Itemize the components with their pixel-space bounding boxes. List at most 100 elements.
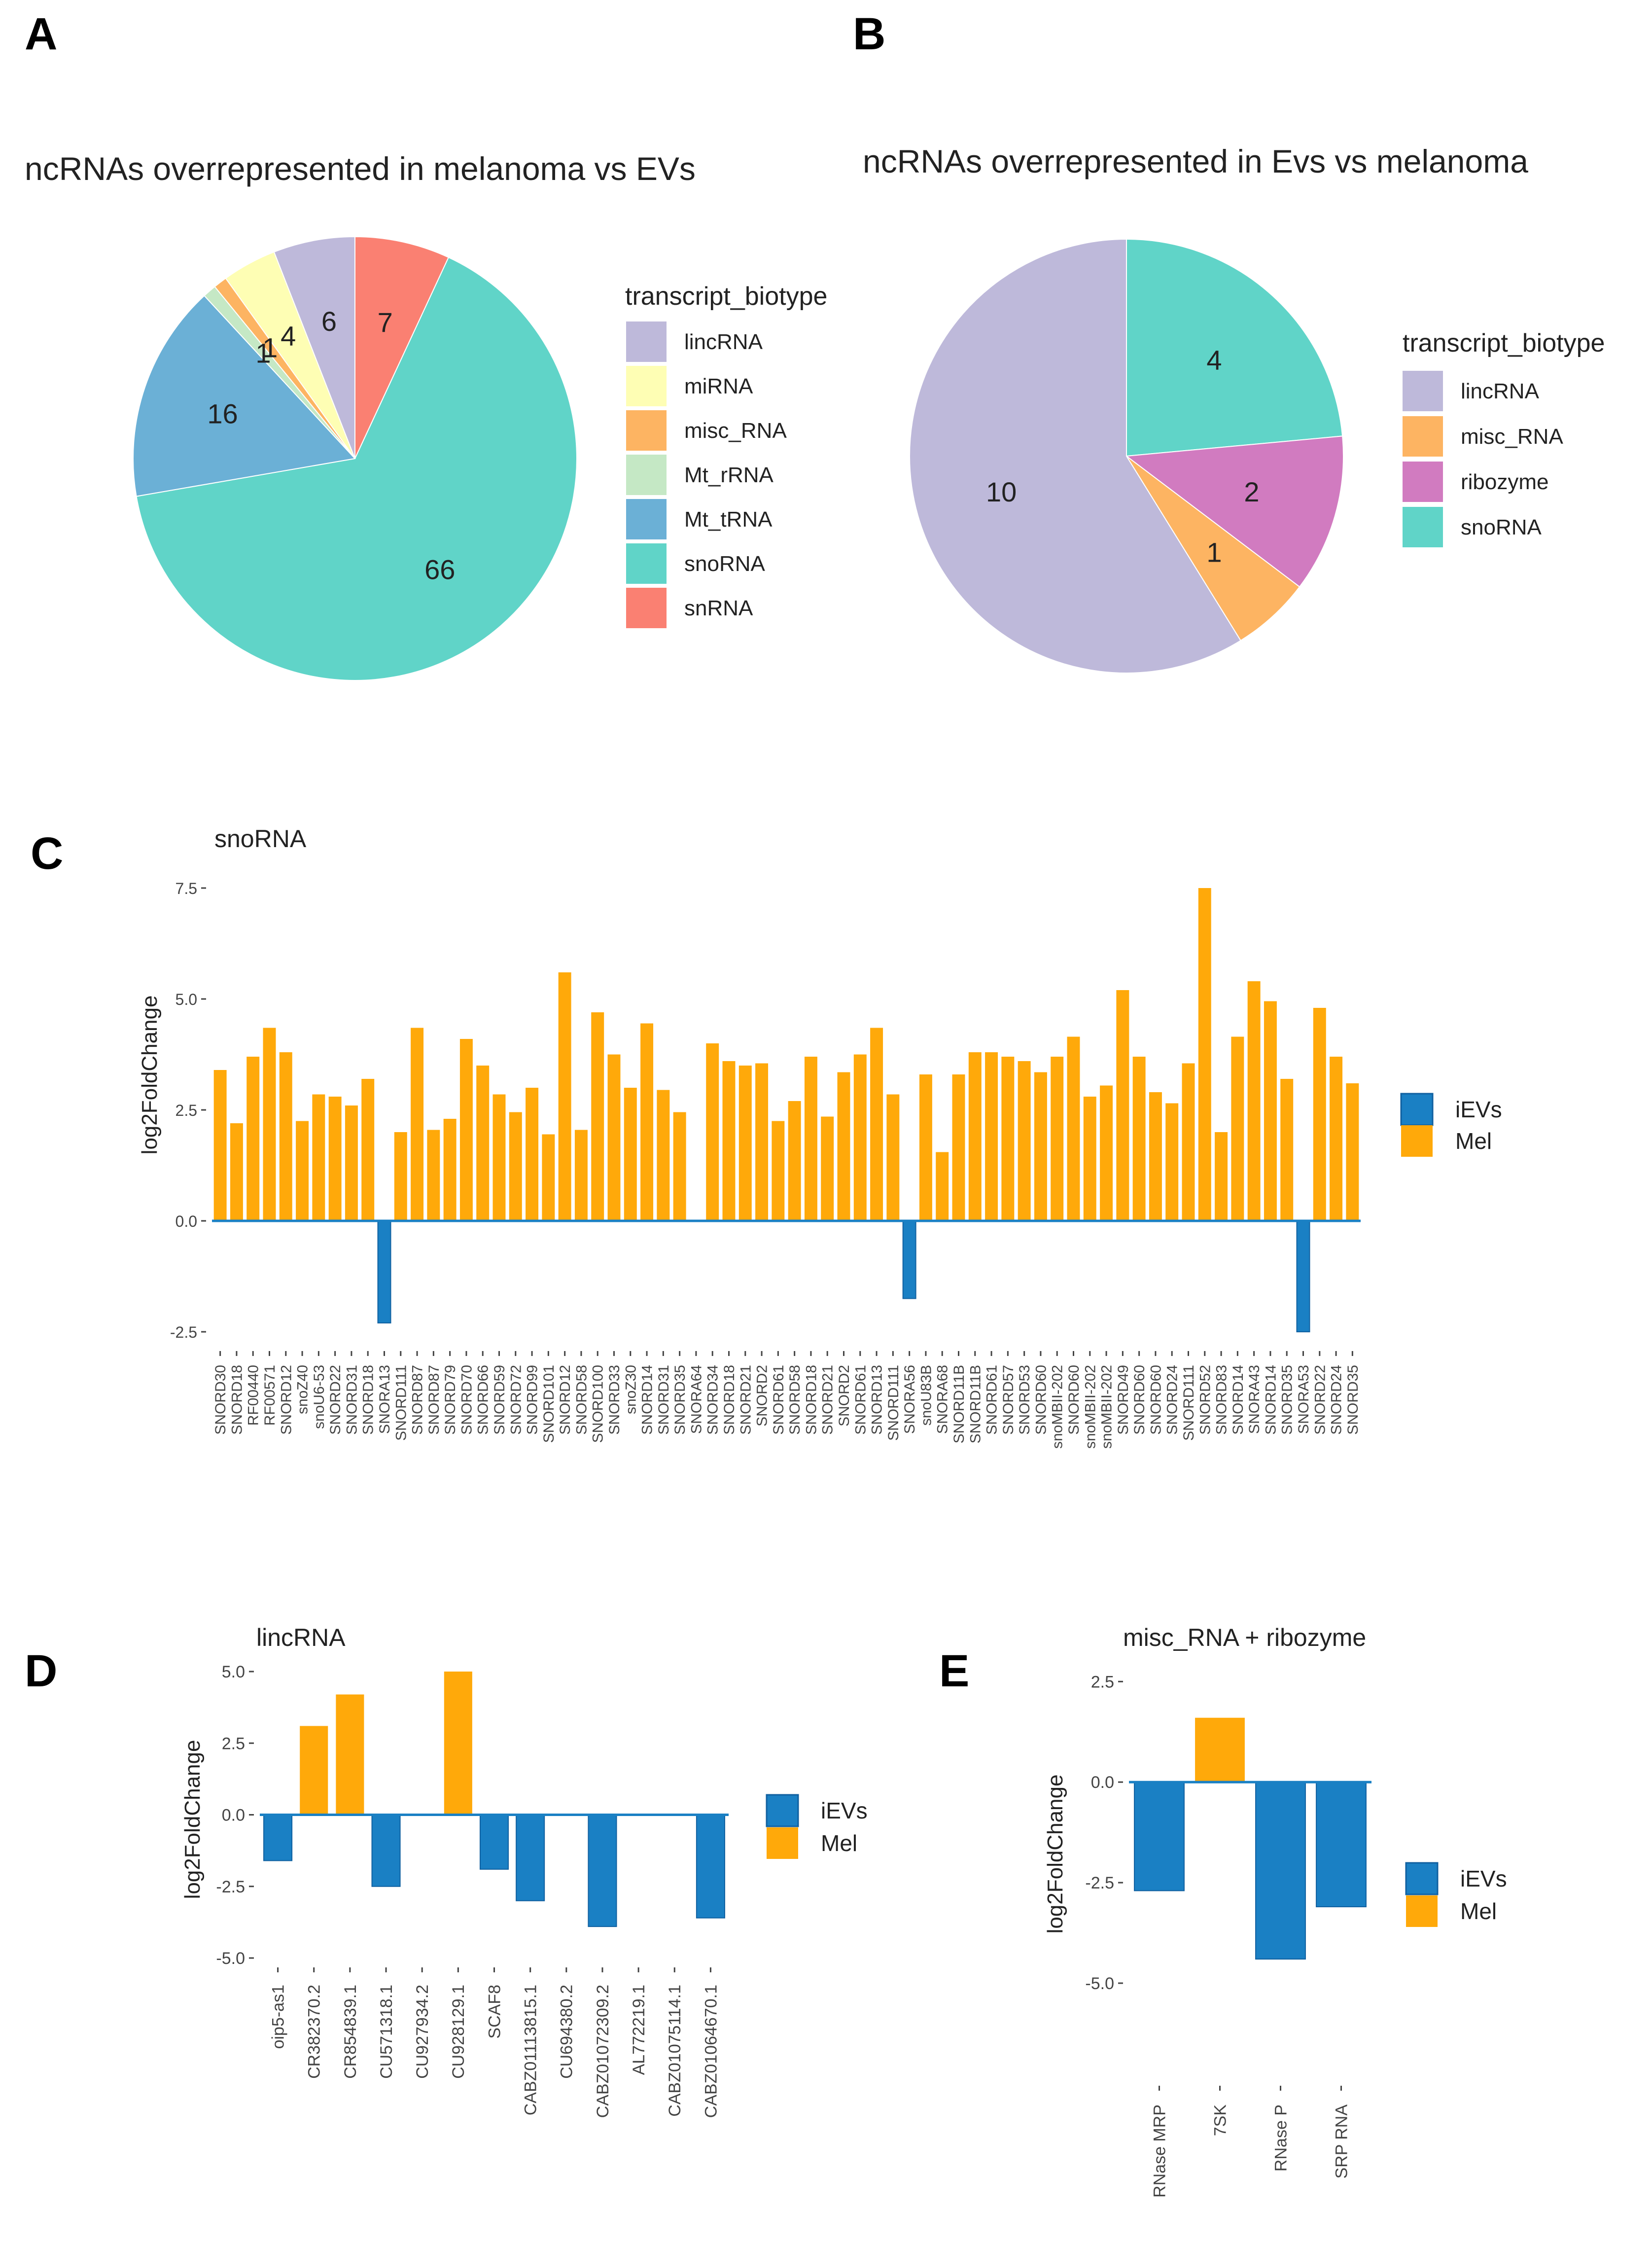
x-tick-label-snord30: SNORD30 [212,1365,229,1435]
bar-snord87 [427,1130,440,1221]
bar-snord22 [328,1097,342,1221]
x-tick-label-snord33: SNORD33 [606,1365,623,1435]
panel-b-pie: ncRNAs overrepresented in Evs vs melanom… [863,143,1605,674]
bar-snord12 [558,972,571,1221]
y-tick-label: 0.0 [222,1806,245,1825]
pie-slice-mt-trna [133,295,356,497]
pie-slice-label-mt-trna: 16 [207,398,238,429]
x-tick-label-snord34: SNORD34 [705,1365,721,1435]
legend-label-mt-rrna: Mt_rRNA [684,463,774,487]
x-tick-label-snord11b: SNORD11B [951,1365,967,1444]
y-tick-label: 0.0 [1091,1773,1114,1792]
x-tick-label-rnase-mrp: RNase MRP [1150,2104,1169,2198]
bar-snord30 [213,1070,227,1221]
panel-a-pie: ncRNAs overrepresented in melanoma vs EV… [25,150,827,681]
x-tick-label-snou6-53: snoU6-53 [311,1365,327,1429]
x-tick-label-cabz01075114-1: CABZ01075114.1 [666,1985,684,2117]
pie-b-title: ncRNAs overrepresented in Evs vs melanom… [863,143,1528,179]
bar-snord22 [1313,1008,1326,1221]
bar-cabz01113815-1 [516,1814,545,1901]
panel-label-b: B [853,9,885,59]
x-tick-label-snord14: SNORD14 [1230,1365,1246,1435]
x-tick-label-snord11b: SNORD11B [967,1365,984,1444]
x-tick-label-snord21: SNORD21 [738,1365,754,1435]
x-tick-label-snord57: SNORD57 [1000,1365,1017,1435]
x-tick-label-snord35: SNORD35 [1345,1365,1361,1435]
bar-rnase-mrp [1134,1782,1185,1891]
bar-snord24 [1330,1057,1343,1221]
bar-snord2 [755,1063,769,1221]
x-tick-label-snord83: SNORD83 [1214,1365,1230,1435]
pie-slice-label-lincrna: 10 [986,476,1017,507]
x-tick-label-snord61: SNORD61 [984,1365,1000,1435]
bar-snord87 [411,1028,424,1221]
bar-rnase-p [1255,1782,1306,1960]
bar-snord11b [952,1074,965,1221]
bar-snoz30 [624,1088,637,1221]
bar-snord83 [1215,1132,1228,1221]
x-tick-label-snord22: SNORD22 [1312,1365,1328,1435]
bar-snord111 [1182,1063,1195,1221]
bar-e-ylabel: log2FoldChange [1043,1775,1067,1934]
x-tick-label-snord60: SNORD60 [1131,1365,1148,1435]
x-tick-label-snord58: SNORD58 [573,1365,590,1435]
bar-snord111 [886,1094,900,1221]
legend-label-snorna: snoRNA [684,552,765,576]
pie-slice-label-mirna: 4 [281,321,296,352]
bar-cabz01072309-2 [588,1814,617,1927]
pie-a-slices [133,236,578,681]
x-tick-label-snord60: SNORD60 [1148,1365,1164,1435]
bar-d-bars [260,1672,729,1927]
bar-snord79 [443,1119,457,1221]
bar-snord57 [1001,1057,1015,1221]
bar-c-yticks: -2.5 0.0 2.5 5.0 7.5 [170,880,206,1341]
x-tick-label-snord24: SNORD24 [1164,1365,1181,1435]
x-tick-label-snombii-202: snoMBII-202 [1050,1365,1066,1449]
y-tick-label: 7.5 [176,880,197,897]
legend-swatch-snorna [1403,507,1443,547]
bar-snord72 [509,1112,522,1221]
bar-snora53 [1296,1220,1310,1332]
pie-a-labels: 7 66 16 11 4 6 [207,306,455,585]
x-tick-label-snord49: SNORD49 [1115,1365,1131,1435]
x-tick-label-cr382370-2: CR382370.2 [305,1985,324,2079]
legend-swatch-ievs [1400,1093,1434,1126]
x-tick-label-cr854839-1: CR854839.1 [341,1985,360,2079]
y-tick-label: -2.5 [216,1878,245,1896]
legend-swatch-ievs [766,1794,799,1827]
x-tick-label-snord22: SNORD22 [327,1365,344,1435]
pie-slice-snorna [1126,238,1343,457]
x-tick-label-snord61: SNORD61 [771,1365,787,1435]
bar-cr382370-2 [300,1726,328,1815]
bar-snord99 [526,1088,539,1221]
bar-cu571318-1 [371,1814,401,1887]
bar-snord59 [492,1094,506,1221]
bar-snord101 [542,1134,555,1221]
y-tick-label: -2.5 [1085,1874,1114,1892]
x-tick-label-cabz01072309-2: CABZ01072309.2 [594,1985,612,2118]
legend-label-ievs: iEVs [821,1798,868,1823]
x-tick-label-cabz01064670-1: CABZ01064670.1 [702,1985,720,2118]
legend-label-mel: Mel [1455,1128,1492,1154]
x-tick-label-snord14: SNORD14 [1263,1365,1279,1435]
legend-swatch-lincrna [626,321,667,362]
bar-snord34 [706,1043,719,1221]
panel-label-d: D [25,1646,57,1696]
legend-swatch-mel [1401,1125,1433,1157]
pie-b-slices [909,238,1344,674]
pie-slice-lincrna [909,238,1242,674]
x-tick-label-cabz01113815-1: CABZ01113815.1 [522,1985,540,2115]
x-tick-label-snord24: SNORD24 [1329,1365,1345,1435]
x-tick-label-snord60: SNORD60 [1066,1365,1082,1435]
pie-a-legend-title: transcript_biotype [625,282,827,311]
bar-snord24 [1165,1103,1179,1221]
x-tick-label-rf00440: RF00440 [246,1365,262,1425]
x-tick-label-snord99: SNORD99 [525,1365,541,1435]
pie-a-title: ncRNAs overrepresented in melanoma vs EV… [25,150,696,187]
x-tick-label-snord72: SNORD72 [508,1365,524,1435]
bar-e-legend: iEVs Mel [1405,1862,1507,1927]
x-tick-label-snord111: SNORD111 [393,1365,409,1441]
bar-snord21 [821,1116,834,1221]
x-tick-label-srp-rna: SRP RNA [1332,2104,1351,2179]
